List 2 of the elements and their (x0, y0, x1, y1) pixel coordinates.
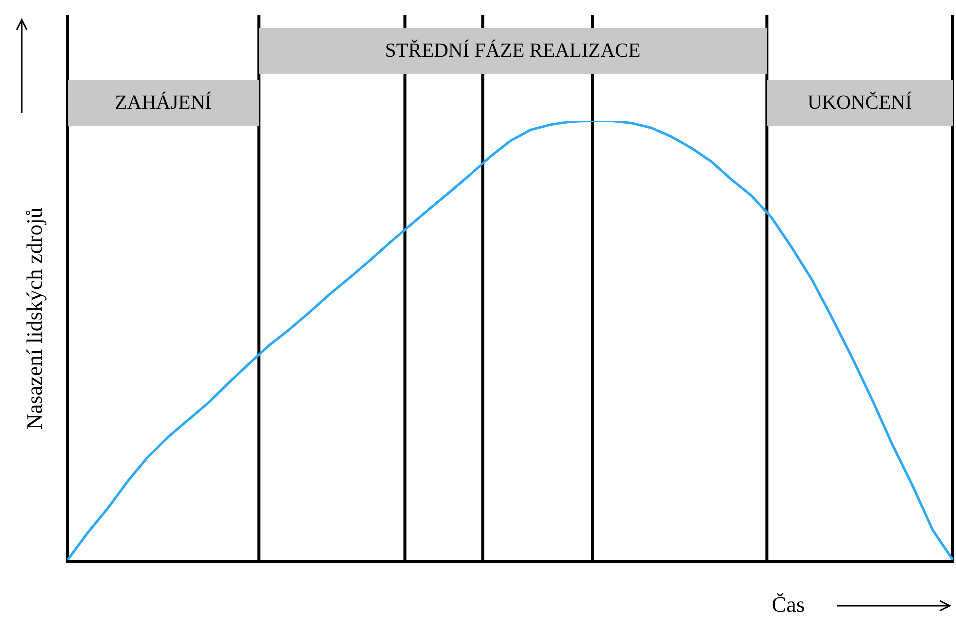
x-axis-title: Čas (772, 592, 805, 617)
y-axis-title: Nasazení lidských zdrojů (22, 208, 48, 430)
